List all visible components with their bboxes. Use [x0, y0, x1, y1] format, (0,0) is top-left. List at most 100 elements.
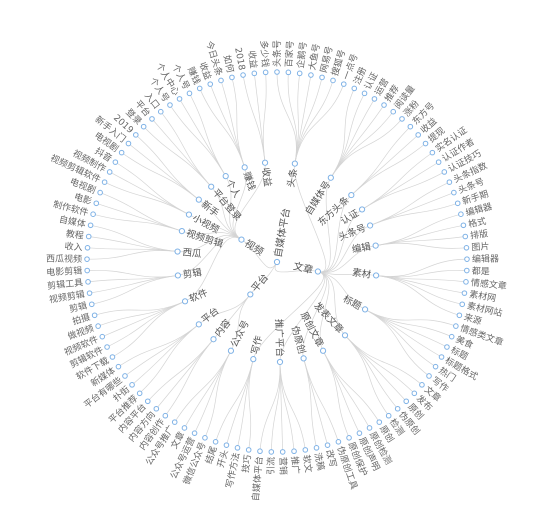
- leaf-node[interactable]: [136, 390, 143, 397]
- branch-node[interactable]: [222, 173, 229, 180]
- leaf-node[interactable]: [85, 233, 92, 240]
- leaf-node[interactable]: [162, 412, 169, 419]
- leaf-node[interactable]: [376, 419, 383, 425]
- leaf-node[interactable]: [415, 132, 421, 138]
- leaf-node[interactable]: [153, 405, 160, 412]
- leaf-node[interactable]: [262, 69, 269, 76]
- leaf-node[interactable]: [133, 132, 139, 138]
- leaf-node[interactable]: [422, 140, 429, 147]
- leaf-node[interactable]: [129, 382, 135, 388]
- leaf-node[interactable]: [112, 159, 119, 165]
- leaf-node[interactable]: [463, 279, 469, 285]
- branch-node[interactable]: [372, 272, 380, 279]
- leaf-node[interactable]: [453, 323, 459, 329]
- leaf-node[interactable]: [106, 169, 113, 175]
- leaf-node[interactable]: [84, 267, 90, 274]
- leaf-node[interactable]: [296, 70, 303, 77]
- leaf-node[interactable]: [399, 116, 405, 122]
- leaf-node[interactable]: [167, 102, 173, 108]
- leaf-node[interactable]: [97, 189, 103, 196]
- branch-node[interactable]: [178, 227, 185, 235]
- leaf-node[interactable]: [308, 72, 314, 78]
- branch-node[interactable]: [348, 191, 355, 199]
- root-node[interactable]: [273, 258, 281, 266]
- leaf-node[interactable]: [403, 398, 410, 405]
- leaf-node[interactable]: [125, 140, 132, 147]
- leaf-node[interactable]: [381, 102, 387, 108]
- leaf-node[interactable]: [181, 425, 188, 431]
- leaf-node[interactable]: [144, 398, 151, 405]
- leaf-node[interactable]: [459, 301, 466, 308]
- leaf-node[interactable]: [340, 81, 347, 87]
- leaf-node[interactable]: [140, 123, 147, 130]
- leaf-node[interactable]: [274, 69, 280, 75]
- leaf-node[interactable]: [171, 419, 178, 425]
- leaf-node[interactable]: [99, 333, 106, 340]
- leaf-node[interactable]: [346, 435, 352, 441]
- leaf-node[interactable]: [88, 301, 95, 308]
- leaf-node[interactable]: [464, 256, 470, 262]
- branch-node[interactable]: [261, 159, 269, 166]
- leaf-node[interactable]: [202, 435, 208, 441]
- leaf-node[interactable]: [85, 279, 91, 285]
- leaf-node[interactable]: [446, 179, 453, 185]
- branch-node[interactable]: [291, 160, 298, 167]
- leaf-node[interactable]: [176, 96, 183, 102]
- leaf-node[interactable]: [361, 90, 368, 97]
- leaf-node[interactable]: [84, 245, 91, 251]
- leaf-node[interactable]: [149, 116, 155, 122]
- leaf-node[interactable]: [90, 211, 96, 217]
- leaf-node[interactable]: [319, 74, 325, 81]
- leaf-node[interactable]: [93, 200, 100, 207]
- leaf-node[interactable]: [234, 445, 241, 451]
- branch-node[interactable]: [208, 183, 215, 190]
- leaf-node[interactable]: [366, 425, 373, 431]
- leaf-node[interactable]: [429, 149, 436, 156]
- leaf-node[interactable]: [411, 390, 418, 397]
- branch-node[interactable]: [210, 336, 217, 343]
- leaf-node[interactable]: [245, 447, 252, 453]
- leaf-node[interactable]: [279, 449, 286, 455]
- leaf-node[interactable]: [186, 90, 193, 97]
- leaf-node[interactable]: [268, 449, 275, 455]
- leaf-node[interactable]: [291, 448, 297, 455]
- leaf-node[interactable]: [461, 290, 468, 296]
- branch-node[interactable]: [241, 164, 248, 171]
- leaf-node[interactable]: [419, 382, 425, 388]
- leaf-node[interactable]: [313, 445, 320, 451]
- leaf-node[interactable]: [454, 200, 461, 207]
- leaf-node[interactable]: [464, 267, 470, 274]
- leaf-node[interactable]: [118, 149, 125, 156]
- leaf-node[interactable]: [207, 81, 214, 87]
- branch-node[interactable]: [174, 272, 182, 279]
- leaf-node[interactable]: [330, 77, 336, 84]
- leaf-node[interactable]: [196, 85, 203, 92]
- leaf-node[interactable]: [462, 233, 469, 240]
- leaf-node[interactable]: [257, 448, 263, 455]
- leaf-node[interactable]: [394, 405, 401, 412]
- leaf-node[interactable]: [109, 354, 116, 360]
- leaf-node[interactable]: [456, 312, 463, 319]
- leaf-node[interactable]: [432, 363, 439, 370]
- branch-node[interactable]: [372, 242, 379, 249]
- branch-node[interactable]: [195, 321, 202, 328]
- leaf-node[interactable]: [407, 123, 414, 130]
- leaf-node[interactable]: [441, 169, 448, 175]
- branch-node[interactable]: [238, 236, 245, 243]
- leaf-node[interactable]: [86, 290, 93, 296]
- leaf-node[interactable]: [229, 74, 235, 81]
- branch-node[interactable]: [361, 306, 369, 313]
- leaf-node[interactable]: [435, 159, 442, 165]
- leaf-node[interactable]: [104, 344, 110, 350]
- branch-node[interactable]: [341, 332, 349, 339]
- leaf-node[interactable]: [451, 189, 457, 196]
- branch-node[interactable]: [327, 174, 334, 181]
- leaf-node[interactable]: [444, 344, 450, 350]
- branch-node[interactable]: [227, 347, 235, 354]
- branch-node[interactable]: [358, 206, 366, 213]
- branch-node[interactable]: [300, 355, 307, 362]
- leaf-node[interactable]: [335, 439, 342, 445]
- branch-node[interactable]: [174, 248, 181, 255]
- leaf-node[interactable]: [95, 323, 101, 329]
- leaf-node[interactable]: [91, 312, 98, 319]
